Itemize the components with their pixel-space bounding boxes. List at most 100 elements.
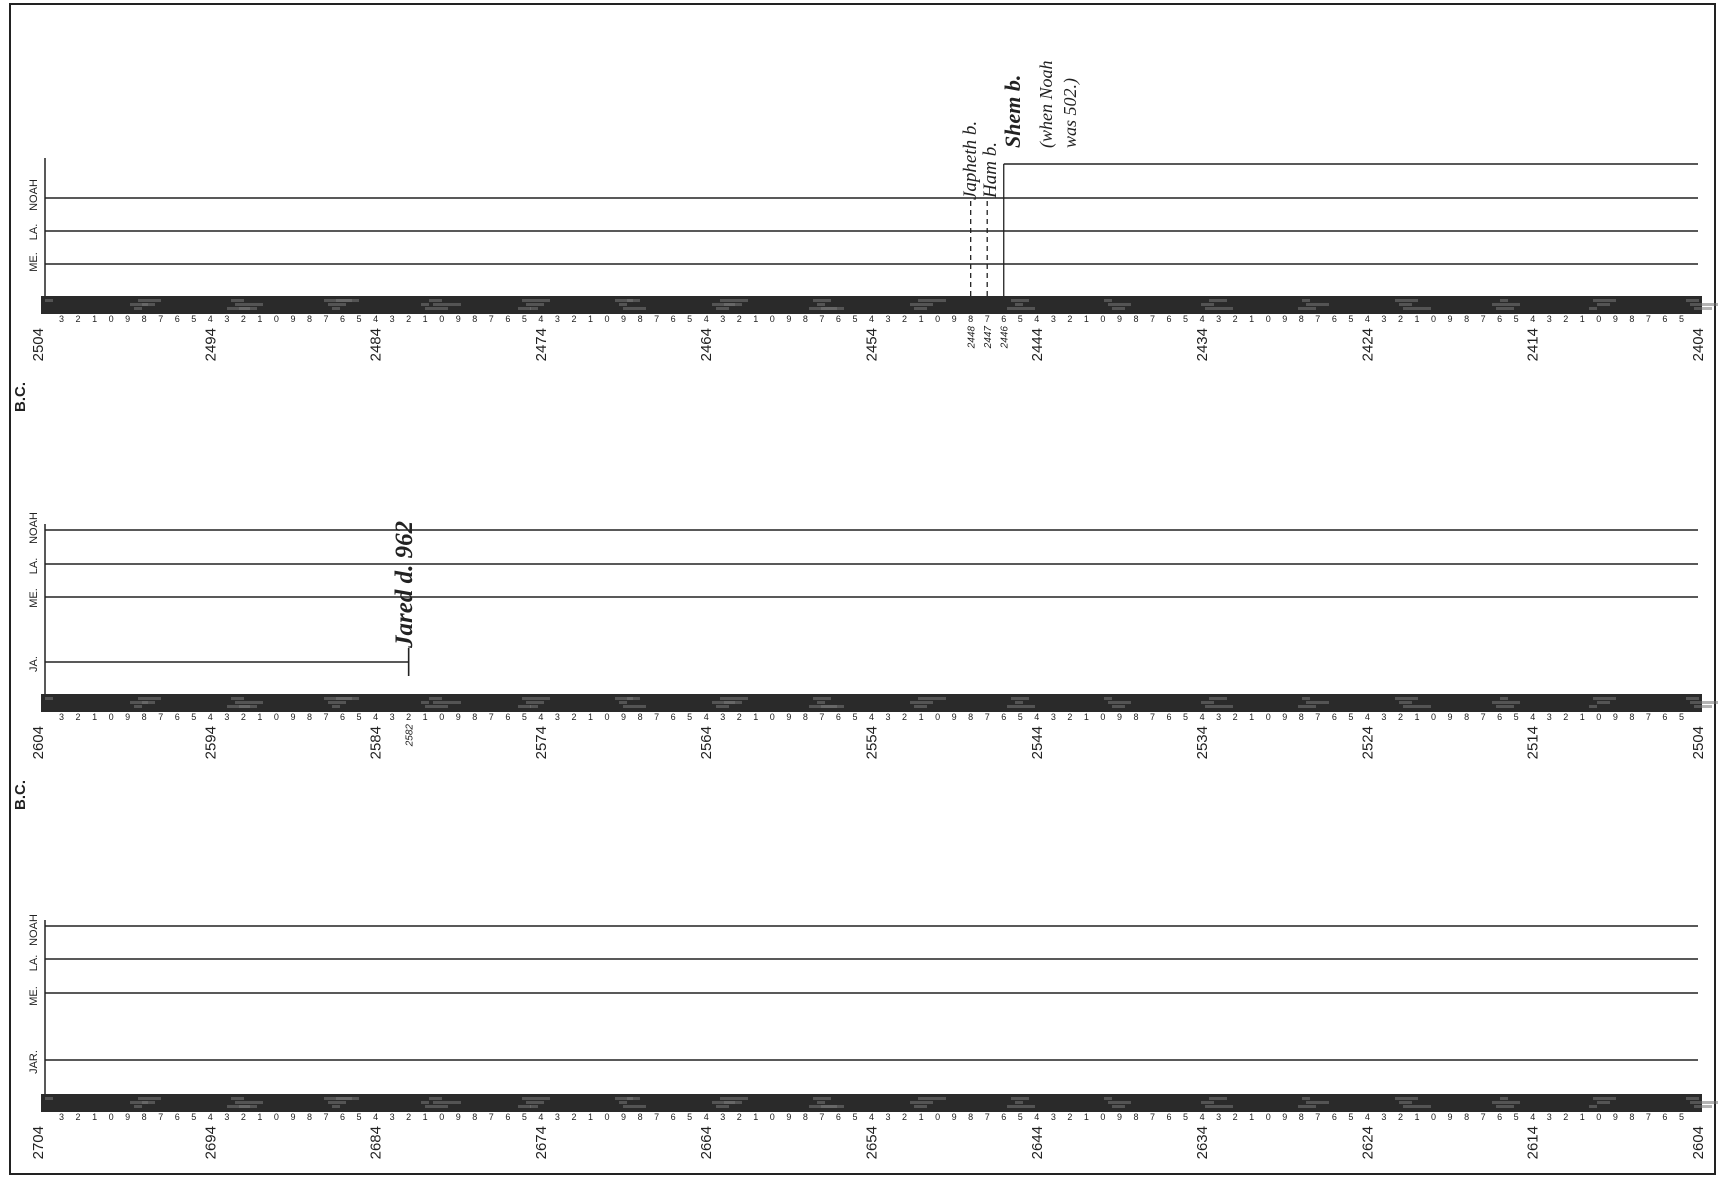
annotation-jared: Jared d. 962 <box>391 521 418 649</box>
band-texture <box>522 299 550 302</box>
band-texture <box>1500 1097 1508 1100</box>
bc-label: B.C. <box>12 382 29 412</box>
band-texture <box>1108 303 1131 306</box>
ham-born-label: Ham b. <box>980 142 1001 199</box>
year-tick: 0 <box>109 314 114 324</box>
start-year-label: 2704 <box>30 1126 47 1159</box>
year-tick: 9 <box>290 314 295 324</box>
year-tick: 6 <box>1001 314 1006 324</box>
year-tick: 6 <box>836 712 841 722</box>
band-texture <box>1500 697 1508 700</box>
band-texture <box>526 1101 544 1104</box>
band-texture <box>1201 1101 1214 1104</box>
year-tick: 0 <box>605 712 610 722</box>
band-texture <box>1593 299 1616 302</box>
band-texture <box>1007 1105 1035 1108</box>
band-texture <box>1302 1097 1310 1100</box>
band-texture <box>433 701 461 704</box>
year-tick: 3 <box>390 1112 395 1122</box>
year-tick: 4 <box>869 314 874 324</box>
year-tick: 0 <box>1431 314 1436 324</box>
band-texture <box>712 1101 735 1104</box>
decade-label: 2654 <box>864 1126 881 1159</box>
band-texture <box>1399 1101 1412 1104</box>
year-tick: 8 <box>638 314 643 324</box>
year-tick: 3 <box>1381 314 1386 324</box>
year-tick: 3 <box>224 712 229 722</box>
year-tick: 2 <box>76 314 81 324</box>
year-tick: 4 <box>538 712 543 722</box>
year-tick: 4 <box>704 1112 709 1122</box>
band-texture <box>1205 307 1233 310</box>
year-tick: 0 <box>935 314 940 324</box>
year-tick: 4 <box>208 314 213 324</box>
year-tick: 1 <box>92 314 97 324</box>
band-texture <box>817 1101 825 1104</box>
band-texture <box>1298 1105 1316 1108</box>
year-tick: 1 <box>753 1112 758 1122</box>
year-tick: 1 <box>423 1112 428 1122</box>
year-tick: 0 <box>1596 314 1601 324</box>
band-texture <box>1112 705 1125 708</box>
band-texture <box>619 701 627 704</box>
band-texture <box>914 307 927 310</box>
band-texture <box>615 697 633 700</box>
end-year-label: 2604 <box>1690 1126 1707 1159</box>
band-texture <box>716 1105 729 1108</box>
decade-label: 2524 <box>1359 726 1376 759</box>
annotation-shem: Shem b. <box>1000 75 1025 148</box>
year-tick: 3 <box>886 314 891 324</box>
year-tick: 5 <box>1348 712 1353 722</box>
band-texture <box>142 303 155 306</box>
band-texture <box>425 705 448 708</box>
band-texture <box>324 299 352 302</box>
band-texture <box>235 303 263 306</box>
year-tick: 2 <box>1067 712 1072 722</box>
band-texture <box>1011 299 1029 302</box>
band-texture <box>231 697 244 700</box>
band-texture <box>716 307 729 310</box>
band-texture <box>429 697 442 700</box>
year-tick: 9 <box>1613 314 1618 324</box>
year-tick: 3 <box>1051 1112 1056 1122</box>
year-tick: 6 <box>340 1112 345 1122</box>
year-tick: 3 <box>1051 712 1056 722</box>
band-texture <box>142 701 155 704</box>
year-tick: 0 <box>439 1112 444 1122</box>
year-tick: 2 <box>571 712 576 722</box>
band-texture <box>1403 307 1431 310</box>
year-tick: 2 <box>406 314 411 324</box>
year-tick: 1 <box>92 1112 97 1122</box>
year-tick: 6 <box>1167 712 1172 722</box>
year-tick: 5 <box>357 712 362 722</box>
band-texture <box>530 1105 538 1108</box>
band-texture <box>1007 705 1035 708</box>
year-tick: 6 <box>1662 314 1667 324</box>
year-tick: 1 <box>1249 1112 1254 1122</box>
year-tick: 7 <box>489 712 494 722</box>
band-texture <box>1015 303 1023 306</box>
year-tick: 3 <box>1216 314 1221 324</box>
band-texture <box>1399 303 1412 306</box>
band-texture <box>421 701 429 704</box>
decade-label: 2554 <box>864 726 881 759</box>
year-tick: 8 <box>1299 1112 1304 1122</box>
decade-label: 2674 <box>533 1126 550 1159</box>
band-texture <box>522 1097 550 1100</box>
year-tick: 7 <box>324 1112 329 1122</box>
year-tick: 1 <box>919 712 924 722</box>
year-tick: 2 <box>1398 1112 1403 1122</box>
year-tick: 8 <box>307 314 312 324</box>
year-tick: 6 <box>836 314 841 324</box>
band-texture <box>619 1101 627 1104</box>
year-tick: 0 <box>770 712 775 722</box>
band-texture <box>332 307 340 310</box>
year-tick: 2 <box>1233 1112 1238 1122</box>
year-tick: 5 <box>1348 1112 1353 1122</box>
lane-label: NOAH <box>28 179 40 211</box>
year-tick: 8 <box>968 1112 973 1122</box>
year-tick: 8 <box>1133 314 1138 324</box>
year-tick: 1 <box>1084 712 1089 722</box>
year-tick: 7 <box>819 314 824 324</box>
year-tick: 4 <box>1034 1112 1039 1122</box>
